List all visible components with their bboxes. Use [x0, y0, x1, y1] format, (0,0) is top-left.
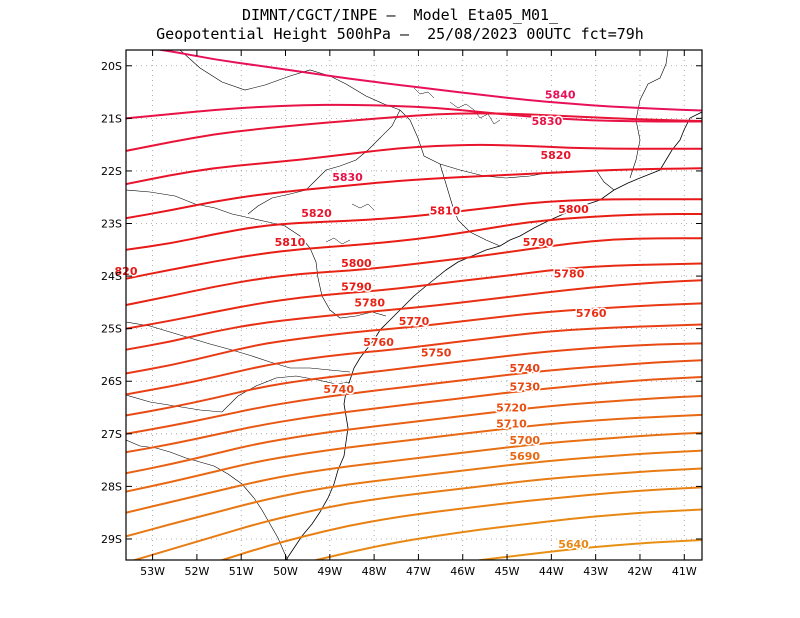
- coastline: [285, 111, 702, 560]
- contour-label: 5640: [558, 538, 589, 551]
- contour-line-5790: [126, 213, 702, 280]
- lat-tick-label: 26S: [101, 375, 122, 388]
- title-line-1: DIMNT/CGCT/INPE – Model Eta05_M01_: [241, 6, 559, 24]
- contour-label: 5830: [332, 171, 363, 184]
- contour-line-5780: [126, 237, 702, 306]
- lat-tick-label: 28S: [101, 480, 122, 493]
- river: [325, 203, 375, 245]
- lon-tick-label: 51W: [229, 565, 254, 578]
- state-border: [126, 321, 351, 373]
- contour-label: 5750: [421, 346, 452, 359]
- contour-layer: [126, 50, 702, 560]
- state-border: [247, 109, 401, 215]
- lat-tick-label: 25S: [101, 323, 122, 336]
- contour-label: 5790: [523, 236, 554, 249]
- lat-tick-label: 27S: [101, 428, 122, 441]
- lon-tick-label: 44W: [539, 565, 564, 578]
- contour-label: 5820: [540, 149, 571, 162]
- contour-label: 5760: [576, 307, 607, 320]
- state-border: [595, 50, 669, 191]
- contour-line-5730: [126, 342, 702, 417]
- lon-tick-label: 43W: [583, 565, 608, 578]
- contour-label: 5740: [509, 362, 540, 375]
- contour-line-5810: [126, 167, 702, 220]
- contour-line-5750: [126, 302, 702, 375]
- lon-tick-label: 47W: [406, 565, 431, 578]
- contour-line-5740: [126, 323, 702, 396]
- contour-label: 5820: [301, 207, 332, 220]
- contour-label: 5800: [341, 257, 372, 270]
- contour-line-5680: [126, 431, 702, 514]
- lat-tick-label: 24S: [101, 270, 122, 283]
- contour-label: 5830: [532, 115, 563, 128]
- contour-label: 5710: [496, 417, 527, 430]
- contour-label: 5810: [430, 204, 461, 217]
- contour-line-5670: [126, 449, 702, 538]
- lon-tick-label: 52W: [184, 565, 209, 578]
- contour-label: 5740: [323, 383, 354, 396]
- contour-label: 5780: [554, 267, 585, 280]
- contour-label: 5690: [509, 450, 540, 463]
- state-border: [126, 189, 387, 319]
- state-border: [439, 163, 501, 247]
- contour-line-5660: [131, 467, 702, 560]
- lon-tick-label: 49W: [317, 565, 342, 578]
- contour-line-5690: [126, 413, 702, 493]
- lat-tick-label: 20S: [101, 60, 122, 73]
- lon-tick-label: 53W: [140, 565, 165, 578]
- plot-background: [126, 50, 702, 560]
- contour-label: 5730: [509, 380, 540, 393]
- contour-label: 5700: [509, 434, 540, 447]
- contour-label-layer: 5840 5830 5830 5820 5820 5810 5810 5800 5800 5790…: [113, 87, 608, 553]
- lon-tick-label: 42W: [628, 565, 653, 578]
- contour-label: 5840: [545, 89, 576, 102]
- axis-layer: 53W 52W 51W 50W 49W 48W 47W 46W 45W 44W 43W 42W 41W 2…: [101, 50, 702, 578]
- contour-label: 5800: [558, 203, 589, 216]
- lon-tick-label: 45W: [495, 565, 520, 578]
- contour-line-5820: [126, 143, 702, 186]
- contour-line-5630: [474, 539, 702, 560]
- contour-line-5830: [126, 112, 702, 152]
- lon-tick-label: 46W: [450, 565, 475, 578]
- contour-label: 5780: [354, 296, 385, 309]
- contour-line-5640: [312, 508, 702, 560]
- contour-label: 5790: [341, 281, 372, 294]
- lon-tick-label: 50W: [273, 565, 298, 578]
- contour-line-5650: [219, 486, 702, 560]
- contour-line-5700: [126, 395, 702, 475]
- contour-line-5800: [126, 198, 702, 251]
- contour-line-5830: [126, 103, 702, 123]
- contour-line-5760: [126, 279, 702, 351]
- contour-label: 5810: [275, 236, 306, 249]
- lon-tick-label: 48W: [362, 565, 387, 578]
- lat-tick-label: 23S: [101, 218, 122, 231]
- state-border: [126, 439, 289, 560]
- lon-tick-label: 41W: [672, 565, 697, 578]
- contour-line-5710: [126, 376, 702, 454]
- title-line-2: Geopotential Height 500hPa – 25/08/2023 …: [156, 25, 644, 43]
- contour-label: 5760: [363, 336, 394, 349]
- contour-label: 5720: [496, 402, 527, 415]
- contour-line-5770: [126, 262, 702, 330]
- contour-label: 5770: [399, 315, 430, 328]
- lat-tick-label: 22S: [101, 165, 122, 178]
- lat-tick-label: 29S: [101, 533, 122, 546]
- contour-line-5720: [126, 359, 702, 435]
- lat-tick-label: 21S: [101, 112, 122, 125]
- plot-frame: [125, 49, 703, 561]
- contour-line-5840: [155, 50, 702, 112]
